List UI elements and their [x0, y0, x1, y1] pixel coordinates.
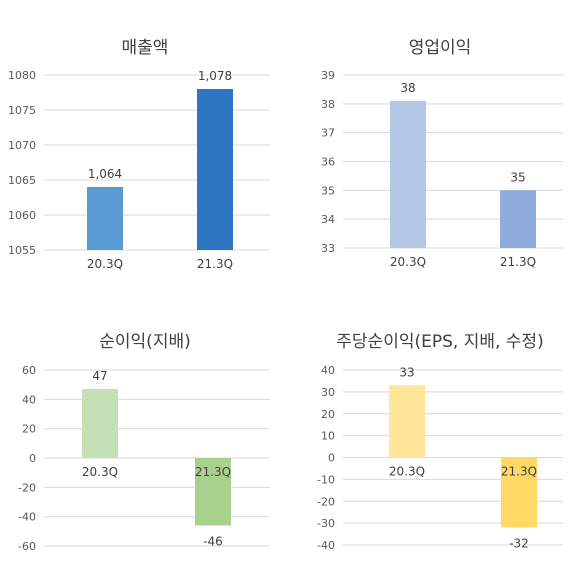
- data-label: 1,064: [88, 167, 122, 181]
- chart-title: 매출액: [121, 38, 169, 58]
- y-tick-label: 60: [22, 364, 36, 377]
- y-tick-label: 40: [321, 364, 335, 377]
- y-tick-label: 1065: [8, 174, 36, 187]
- y-tick-label: 20: [22, 423, 36, 436]
- data-label: 35: [510, 170, 525, 184]
- chart-title: 주당순이익(EPS, 지배, 수정): [336, 332, 544, 352]
- y-tick-label: 36: [321, 156, 335, 169]
- y-tick-label: 0: [328, 452, 335, 465]
- bar: [500, 190, 536, 248]
- data-label: 38: [400, 81, 415, 95]
- data-label: -32: [509, 537, 529, 551]
- bar: [87, 187, 123, 250]
- y-tick-label: 10: [321, 430, 335, 443]
- chart-eps: 주당순이익(EPS, 지배, 수정) -40 -30 -20 -10 0 10 20 30 40…: [293, 285, 587, 570]
- y-tick-label: -20: [18, 481, 36, 494]
- y-tick-label: 37: [321, 127, 335, 140]
- y-tick-label: -30: [317, 517, 335, 530]
- y-tick-label: 38: [321, 98, 335, 111]
- y-tick-label: -20: [317, 495, 335, 508]
- category-label: 20.3Q: [390, 255, 426, 269]
- category-label: 20.3Q: [389, 465, 425, 479]
- y-tick-label: 1075: [8, 104, 36, 117]
- bar: [195, 458, 231, 526]
- bar: [390, 100, 426, 248]
- y-tick-label: 39: [321, 69, 335, 82]
- category-label: 21.3Q: [501, 465, 537, 479]
- y-tick-label: 1060: [8, 209, 36, 222]
- data-label: 33: [399, 365, 414, 379]
- y-tick-label: 1080: [8, 69, 36, 82]
- chart-operating-profit: 영업이익 33 34 35 36 37 38 39 38 20.3Q 35 21.3Q: [293, 0, 587, 285]
- chart-svg: 1055 1060 1065 1070 1075 1080 1,064 20.3Q 1,078 2…: [8, 69, 270, 271]
- bar: [82, 389, 118, 458]
- category-label: 21.3Q: [197, 257, 233, 271]
- y-tick-label: -40: [317, 539, 335, 552]
- y-tick-label: 40: [22, 393, 36, 406]
- category-label: 21.3Q: [195, 465, 231, 479]
- chart-revenue: 매출액 1055 1060 1065 1070 1075 1080 1,064 20.3Q 1,…: [0, 0, 290, 285]
- y-tick-label: 30: [321, 386, 335, 399]
- y-tick-label: 34: [321, 213, 335, 226]
- bar: [501, 457, 537, 528]
- y-tick-label: 1055: [8, 244, 36, 257]
- y-tick-label: 33: [321, 242, 335, 255]
- data-label: 1,078: [198, 69, 232, 83]
- category-label: 20.3Q: [87, 257, 123, 271]
- y-tick-label: 35: [321, 184, 335, 197]
- bar: [389, 385, 425, 458]
- chart-title: 순이익(지배): [99, 332, 191, 352]
- y-tick-label: -60: [18, 540, 36, 553]
- chart-svg: 33 34 35 36 37 38 39 38 20.3Q 35 21.3Q: [321, 69, 563, 269]
- chart-svg: -40 -30 -20 -10 0 10 20 30 40 33 20.3Q -32 21.3Q: [317, 364, 563, 552]
- y-tick-label: -40: [18, 511, 36, 524]
- data-label: -46: [203, 534, 223, 548]
- chart-net-income: 순이익(지배) -60 -40 -20 0 20 40 60 47 20.3Q -46 21.3Q: [0, 285, 290, 570]
- category-label: 20.3Q: [82, 465, 118, 479]
- y-tick-label: 0: [29, 452, 36, 465]
- bar: [197, 89, 233, 250]
- y-tick-label: -10: [317, 473, 335, 486]
- chart-title: 영업이익: [408, 38, 472, 58]
- y-tick-label: 20: [321, 408, 335, 421]
- data-label: 47: [92, 369, 107, 383]
- y-tick-label: 1070: [8, 139, 36, 152]
- chart-svg: -60 -40 -20 0 20 40 60 47 20.3Q -46 21.3Q: [18, 364, 270, 553]
- category-label: 21.3Q: [500, 255, 536, 269]
